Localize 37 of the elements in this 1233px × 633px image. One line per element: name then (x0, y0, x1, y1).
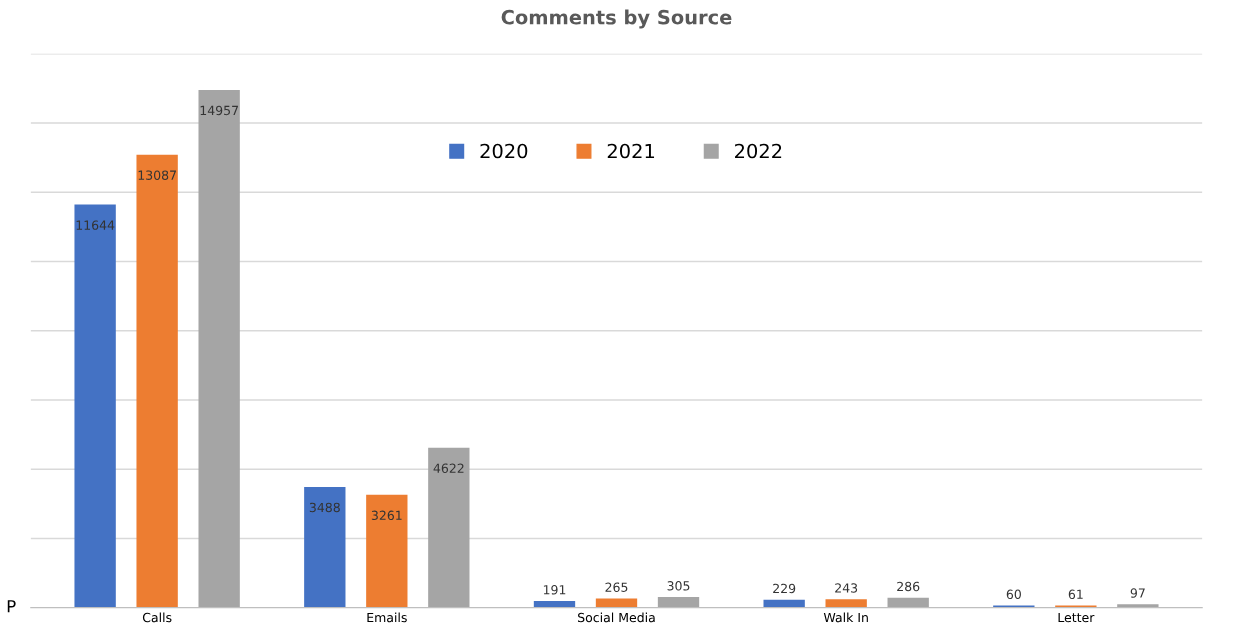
bar (136, 154, 178, 608)
data-label: 3261 (371, 510, 402, 521)
bar (304, 486, 346, 608)
legend-label: 2021 (607, 143, 655, 159)
data-label: 305 (667, 581, 690, 591)
x-tick-label: Emails (367, 612, 407, 623)
data-label: 229 (773, 583, 796, 594)
legend-label: 2022 (735, 143, 782, 159)
bar (887, 597, 929, 608)
data-label: 11644 (76, 220, 115, 230)
x-tick-label: Walk In (823, 612, 868, 623)
data-label: 61 (1068, 589, 1083, 599)
data-label: 14957 (200, 105, 238, 116)
bar (763, 599, 805, 608)
data-label: 60 (1006, 589, 1021, 600)
x-tick-label: Calls (142, 612, 172, 623)
data-label: 13087 (138, 170, 176, 180)
text: P (7, 600, 16, 613)
data-label: 286 (897, 581, 920, 592)
data-label: 243 (835, 583, 858, 593)
x-tick-label: Letter (1058, 612, 1095, 623)
legend-label: 2020 (480, 143, 528, 159)
bar (657, 597, 700, 608)
data-label: 4622 (433, 463, 464, 473)
bar (1117, 604, 1159, 608)
x-tick-label: Social Media (578, 612, 655, 623)
data-label: 3488 (309, 502, 340, 513)
bar (428, 447, 470, 608)
data-label: 97 (1130, 588, 1145, 598)
data-label: 191 (543, 585, 566, 595)
bar (533, 601, 576, 608)
bar (366, 494, 408, 608)
data-label: 265 (605, 582, 628, 592)
bar (74, 204, 116, 608)
bar (198, 89, 240, 608)
bar (825, 599, 867, 608)
chart-title: Comments by Source (501, 9, 732, 29)
